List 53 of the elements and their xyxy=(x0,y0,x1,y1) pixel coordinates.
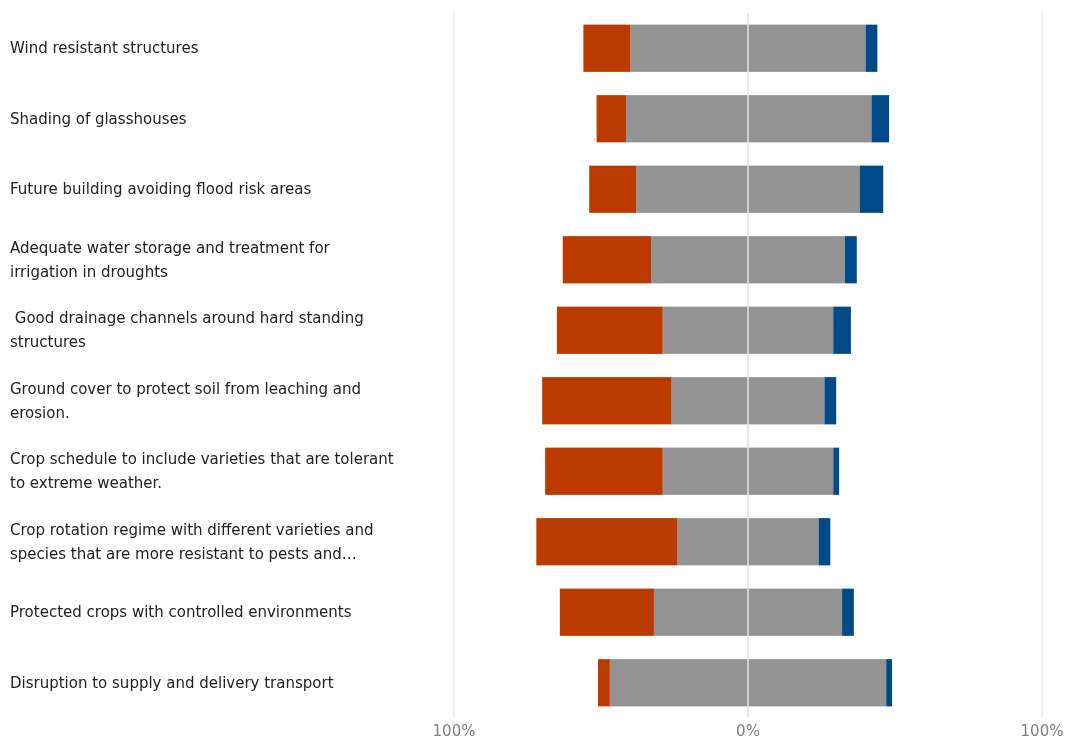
bar xyxy=(583,24,631,72)
bar xyxy=(748,588,843,636)
bar xyxy=(662,447,748,495)
bar xyxy=(653,588,748,636)
x-tick-label: 100% xyxy=(432,722,476,738)
bar xyxy=(748,377,825,425)
y-tick-label: Good drainage channels around hard standing structures xyxy=(10,309,364,352)
bar xyxy=(562,236,651,284)
y-tick-label: Crop rotation regime with different varieties and species that are more resistant to pests and… xyxy=(10,520,374,563)
bar xyxy=(542,377,672,425)
bar xyxy=(824,377,837,425)
bar xyxy=(845,236,857,284)
y-tick-label: Adequate water storage and treatment for irrigation in droughts xyxy=(10,238,331,281)
bar xyxy=(748,518,819,566)
bar xyxy=(818,518,831,566)
y-tick-label: Future building avoiding flood risk areas xyxy=(10,180,312,199)
bar xyxy=(748,24,866,72)
y-tick-label: Protected crops with controlled environments xyxy=(10,603,352,622)
bar xyxy=(833,306,851,354)
bar xyxy=(859,165,884,213)
bar xyxy=(596,95,626,143)
bar xyxy=(630,24,748,72)
bar xyxy=(748,165,860,213)
bar xyxy=(886,659,893,707)
bar xyxy=(748,95,872,143)
bar xyxy=(559,588,654,636)
y-tick-label: Shading of glasshouses xyxy=(10,109,187,128)
bar xyxy=(650,236,748,284)
bar xyxy=(556,306,663,354)
bar xyxy=(671,377,748,425)
bar xyxy=(748,659,887,707)
bar xyxy=(748,447,834,495)
bar xyxy=(598,659,610,707)
bar xyxy=(545,447,663,495)
bar xyxy=(636,165,748,213)
bar xyxy=(865,24,878,72)
x-tick-label: 0% xyxy=(736,722,760,738)
bar xyxy=(609,659,748,707)
bar xyxy=(625,95,748,143)
bar xyxy=(833,447,840,495)
bar xyxy=(662,306,748,354)
bar xyxy=(536,518,678,566)
y-tick-label: Crop schedule to include varieties that are tolerant to extreme weather. xyxy=(10,450,394,493)
bar xyxy=(842,588,854,636)
bar xyxy=(871,95,890,143)
y-tick-label: Disruption to supply and delivery transport xyxy=(10,673,334,692)
bar xyxy=(748,236,846,284)
bar xyxy=(589,165,637,213)
bar xyxy=(677,518,748,566)
y-tick-label: Ground cover to protect soil from leaching and erosion. xyxy=(10,379,362,422)
x-tick-label: 100% xyxy=(1020,722,1064,738)
bar xyxy=(748,306,834,354)
y-tick-label: Wind resistant structures xyxy=(10,39,199,58)
